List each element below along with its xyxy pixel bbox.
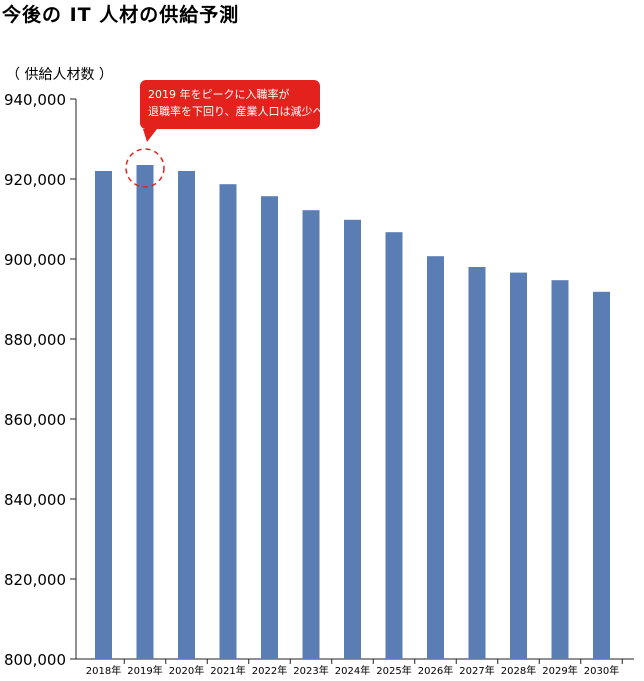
x-tick-label: 2022年 [252,664,287,677]
y-tick-label: 840,000 [4,491,66,509]
chart-highlight [125,129,165,188]
bar [510,272,527,659]
bar [219,184,237,659]
x-tick-label: 2024年 [335,664,370,677]
y-tick-label: 820,000 [4,571,66,589]
callout-line-1: 2019 年をピークに入職率が [148,88,290,101]
x-tick-label: 2029年 [542,664,577,677]
callout-line-2: 退職率を下回り、産業人口は減少へ [148,105,324,118]
x-tick-label: 2018年 [86,664,121,677]
x-tick-label: 2020年 [169,664,204,677]
bar [302,210,320,659]
peak-highlight-circle [125,148,165,188]
x-tick-label: 2028年 [501,664,536,677]
y-tick-label: 920,000 [4,171,66,189]
bar [178,171,195,659]
y-tick-label: 940,000 [4,91,66,109]
bar [468,267,486,659]
bar [427,256,444,659]
x-tick-label: 2026年 [418,664,453,677]
bar [261,196,278,659]
callout-pointer [143,129,157,142]
bar [344,219,361,660]
page-title: 今後の IT 人材の供給予測 [2,4,240,26]
y-axis-unit-label: （ 供給人材数 ） [6,67,113,83]
x-tick-label: 2025年 [376,664,411,677]
bar [385,232,403,659]
chart-labels: 800,000 820,000 840,000 860,000 880,000 900,0… [4,91,619,677]
x-tick-label: 2021年 [210,664,245,677]
chart-bars [95,165,610,660]
x-tick-label: 2019年 [127,664,162,677]
x-tick-label: 2023年 [293,664,328,677]
y-tick-label: 800,000 [4,651,66,669]
y-tick-label: 900,000 [4,251,66,269]
y-tick-label: 860,000 [4,411,66,429]
callout-annotation: 2019 年をピークに入職率が 退職率を下回り、産業人口は減少へ [140,80,324,129]
bar [593,291,610,659]
bar [95,171,112,659]
y-tick-label: 880,000 [4,331,66,349]
x-tick-label: 2027年 [459,664,494,677]
bar [551,280,569,659]
x-tick-label: 2030年 [584,664,619,677]
bar [136,165,154,659]
